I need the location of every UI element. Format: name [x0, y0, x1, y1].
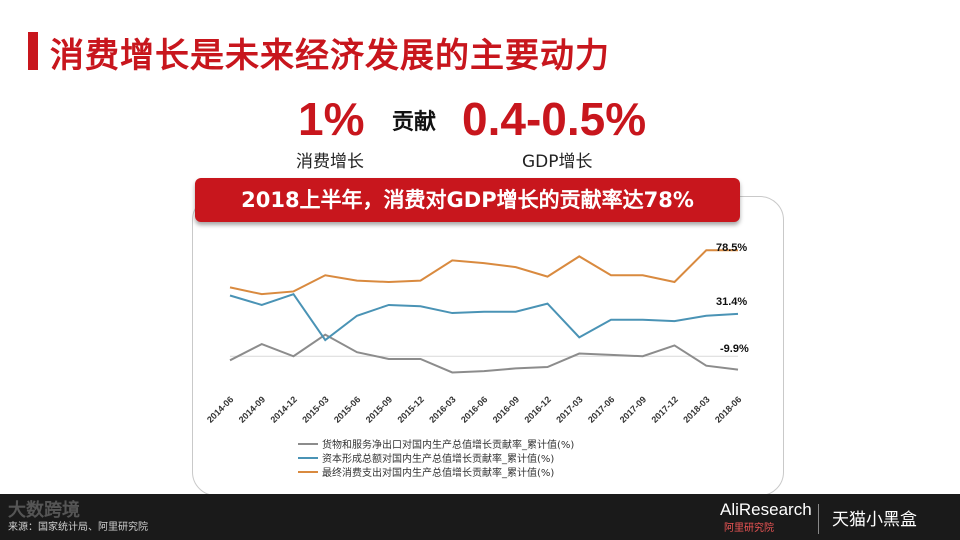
- chart-panel: [192, 196, 784, 496]
- series-line-capital: [229, 292, 739, 342]
- x-tick-label: 2014-06: [205, 394, 235, 424]
- legend-label-goods: 货物和服务净出口对国内生产总值增长贡献率_累计值(%): [322, 438, 574, 451]
- legend-label-capital: 资本形成总额对国内生产总值增长贡献率_累计值(%): [322, 452, 554, 465]
- gdp-growth-label: GDP增长: [522, 152, 593, 172]
- series-line-goods: [229, 333, 739, 374]
- x-tick-label: 2015-12: [395, 394, 425, 424]
- x-tick-label: 2014-09: [237, 394, 267, 424]
- end-data-label: 78.5%: [716, 242, 747, 254]
- x-tick-label: 2016-03: [427, 394, 457, 424]
- end-data-label: -9.9%: [720, 343, 749, 355]
- x-tick-label: 2015-09: [364, 394, 394, 424]
- x-tick-label: 2017-06: [586, 394, 616, 424]
- aliresearch-logo: AliResearch: [720, 500, 812, 519]
- x-tick-label: 2016-09: [491, 394, 521, 424]
- x-tick-label: 2017-12: [649, 394, 679, 424]
- x-tick-label: 2017-09: [618, 394, 648, 424]
- page-title: 消费增长是未来经济发展的主要动力: [50, 36, 610, 76]
- title-accent-bar: [28, 32, 38, 70]
- aliresearch-sub: 阿里研究院: [724, 523, 774, 534]
- x-tick-label: 2016-06: [459, 394, 489, 424]
- watermark: 大数跨境: [8, 500, 80, 521]
- x-tick-label: 2014-12: [268, 394, 298, 424]
- tmall-logo: 天猫小黑盒: [832, 510, 917, 530]
- consumption-growth-label: 消费增长: [296, 152, 364, 172]
- contribution-word: 贡献: [392, 110, 437, 135]
- series-line-consumption: [229, 249, 738, 296]
- consumption-growth-value: 1%: [298, 93, 365, 145]
- x-tick-label: 2016-12: [522, 394, 552, 424]
- end-data-label: 31.4%: [716, 296, 747, 308]
- source-note: 来源：国家统计局、阿里研究院: [8, 522, 148, 533]
- x-tick-label: 2015-06: [332, 394, 362, 424]
- x-tick-label: 2018-03: [681, 394, 711, 424]
- legend-label-consumption: 最终消费支出对国内生产总值增长贡献率_累计值(%): [322, 466, 554, 479]
- footer-divider: [818, 504, 819, 534]
- headline-banner: 2018上半年，消费对GDP增长的贡献率达78%: [195, 178, 740, 222]
- x-tick-label: 2015-03: [300, 394, 330, 424]
- gdp-growth-value: 0.4-0.5%: [462, 93, 647, 145]
- footer-bar: [0, 494, 960, 540]
- x-tick-label: 2018-06: [713, 394, 743, 424]
- x-tick-label: 2017-03: [554, 394, 584, 424]
